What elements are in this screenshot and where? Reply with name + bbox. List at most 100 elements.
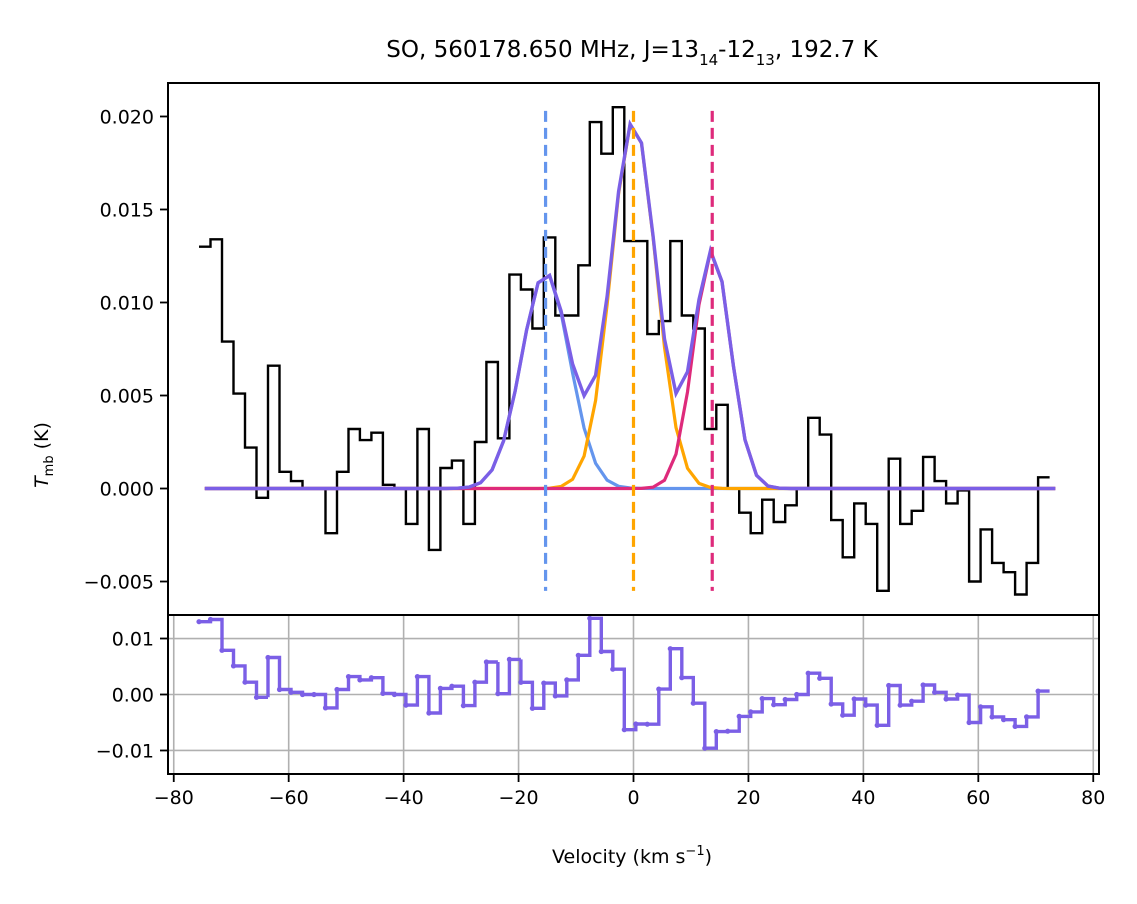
x-axis: −80 −60 −40 −20 0 20 40 60 80 [154, 774, 1105, 809]
residual-point [794, 691, 800, 698]
residual-point [207, 616, 214, 623]
residual-point [771, 702, 777, 708]
residual-point [690, 700, 696, 706]
residual-point [380, 690, 386, 697]
x-tick-label: 60 [966, 787, 990, 809]
residual-point [748, 709, 754, 715]
x-tick-label: −20 [499, 787, 539, 809]
residual-point [230, 663, 237, 669]
residual-point [518, 679, 524, 685]
residual-point [989, 714, 995, 720]
residual-point [633, 721, 639, 727]
residual-point [713, 729, 719, 735]
residual-point [920, 682, 926, 688]
residual-point [242, 679, 248, 685]
residual-point [334, 686, 340, 693]
residual-point [851, 696, 857, 702]
residual-point [863, 702, 869, 708]
residual-point [541, 680, 547, 686]
residual-point [345, 674, 352, 680]
residual-point [357, 677, 363, 683]
residual-point [702, 745, 708, 751]
residual-point [483, 659, 489, 665]
residual-point [736, 713, 742, 720]
x-tick-label: 20 [736, 787, 760, 809]
residual-point [564, 677, 570, 683]
top-y-tick-label: −0.005 [84, 572, 154, 594]
x-tick-label: 0 [627, 787, 639, 809]
x-tick-label: 40 [851, 787, 875, 809]
residual-point [253, 694, 260, 700]
residual-point [909, 698, 915, 704]
residual-point [782, 696, 788, 703]
residual-point [1035, 688, 1041, 694]
x-axis-label: Velocity (km s−1) [552, 844, 712, 868]
top-y-tick-label: 0.005 [100, 386, 154, 408]
residual-point [828, 701, 834, 707]
residual-point [978, 704, 984, 710]
top-y-tick-label: 0.000 [100, 479, 154, 501]
residual-point [1024, 714, 1030, 720]
residual-point [575, 652, 581, 658]
total-fit-line [204, 119, 1056, 491]
residual-markers [196, 615, 1041, 751]
top-y-tick-label: 0.020 [100, 106, 154, 128]
y-axis-label: Tmb (K) [31, 422, 57, 488]
residual-point [219, 647, 225, 653]
residual-point [265, 654, 271, 661]
residual-point [955, 692, 961, 698]
residual-point [299, 691, 306, 698]
residual-point [276, 686, 283, 693]
residual-point [391, 691, 397, 698]
residual-point [552, 693, 558, 699]
residual-point [506, 656, 512, 663]
residual-point [966, 719, 972, 726]
top-panel-y-axis: −0.005 0.000 0.005 0.010 0.015 0.020 [84, 106, 168, 594]
residual-point [196, 619, 202, 625]
residual-point [449, 683, 455, 689]
x-tick-label: −40 [384, 787, 424, 809]
residual-point [288, 689, 294, 695]
residual-point [311, 691, 317, 698]
residual-point [460, 703, 466, 709]
x-tick-label: 80 [1081, 787, 1105, 809]
residual-point [587, 615, 593, 621]
residual-point [610, 666, 616, 672]
residual-point [656, 686, 662, 692]
residual-point [644, 721, 650, 727]
residual-y-tick-label: 0.00 [112, 685, 154, 707]
observed-spectrum-line [199, 106, 1050, 596]
residual-y-tick-label: −0.01 [96, 740, 154, 762]
residual-point [932, 689, 938, 695]
residual-point [472, 679, 478, 685]
residual-point [897, 702, 903, 708]
top-y-tick-label: 0.015 [100, 199, 154, 221]
residual-point [725, 728, 731, 734]
residual-point [426, 710, 432, 716]
residual-point [529, 705, 536, 711]
residual-panel: −0.01 0.00 0.01 −80 −60 −40 −20 0 20 40 60 80 Velo… [96, 614, 1105, 868]
top-y-tick-label: 0.010 [100, 292, 154, 314]
residual-panel-y-axis: −0.01 0.00 0.01 [96, 629, 168, 762]
residual-point [322, 705, 329, 711]
residual-point [1012, 723, 1018, 730]
residual-point [943, 696, 949, 702]
residual-point [667, 646, 673, 652]
residual-point [621, 727, 627, 733]
residual-point [679, 675, 685, 681]
residual-point [368, 675, 374, 681]
residual-point [403, 702, 409, 708]
residual-y-tick-label: 0.01 [112, 629, 154, 651]
residual-point [840, 712, 846, 718]
x-tick-label: −60 [269, 787, 309, 809]
residual-point [874, 722, 880, 728]
residual-point [886, 682, 892, 689]
main-spectrum-panel: −0.005 0.000 0.005 0.010 0.015 0.020 Tmb (K) [31, 82, 1100, 616]
residual-point [414, 674, 420, 680]
residual-point [1001, 717, 1007, 723]
residual-point [817, 675, 823, 681]
residual-point [495, 691, 501, 697]
residual-point [598, 648, 604, 655]
